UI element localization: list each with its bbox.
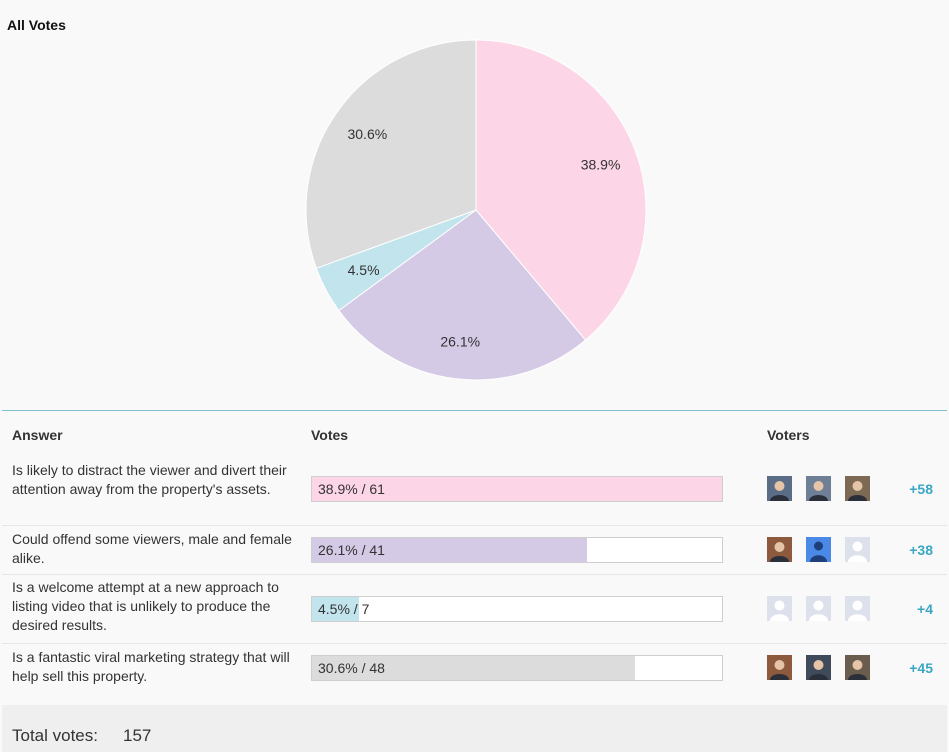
pie-slice[interactable] [475, 39, 647, 341]
answer-text: Could offend some viewers, male and fema… [12, 531, 292, 566]
vote-bar: 30.6% / 48 [311, 655, 723, 681]
pie-slice-label: 26.1% [440, 334, 480, 350]
more-voters-link[interactable]: +45 [909, 660, 933, 676]
pie-slice-label: 38.9% [581, 157, 621, 173]
total-votes-bar: Total votes: 157 [2, 705, 947, 752]
divider [2, 410, 947, 411]
vote-bar-fill [312, 477, 722, 501]
pie-slice-label: 4.5% [348, 262, 380, 278]
photo-avatar[interactable] [806, 655, 831, 680]
more-voters-link[interactable]: +38 [909, 542, 933, 558]
voters-header: Voters [767, 427, 810, 443]
results-table: Answer Votes Voters Is likely to distrac… [2, 411, 947, 706]
vote-bar-text: 38.9% / 61 [318, 481, 385, 497]
pie-slice[interactable] [305, 39, 477, 269]
photo-avatar[interactable] [767, 537, 792, 562]
placeholder-avatar[interactable] [845, 596, 870, 621]
placeholder-avatar[interactable] [845, 537, 870, 562]
vote-bar-text: 26.1% / 41 [318, 542, 385, 558]
photo-avatar[interactable] [845, 476, 870, 501]
answer-header: Answer [12, 427, 63, 443]
table-rows: Is likely to distract the viewer and div… [2, 459, 947, 706]
photo-avatar[interactable] [767, 655, 792, 680]
vote-bar-text: 30.6% / 48 [318, 660, 385, 676]
answer-text: Is a fantastic viral marketing strategy … [12, 649, 290, 684]
answer-text: Is likely to distract the viewer and div… [12, 462, 287, 497]
placeholder-avatar[interactable] [806, 596, 831, 621]
total-votes-value: 157 [123, 726, 152, 745]
vote-bar: 4.5% / 7 [311, 596, 723, 622]
votes-header: Votes [311, 427, 349, 443]
total-votes-label: Total votes: [12, 726, 98, 745]
vote-bar-fill [312, 597, 360, 621]
chart-title: All Votes [7, 17, 66, 33]
pie-slice-label: 30.6% [347, 126, 387, 142]
pie-chart: 38.9% 26.1% 4.5% 30.6% [305, 39, 647, 381]
placeholder-avatar[interactable] [767, 596, 792, 621]
pie-slice[interactable] [338, 209, 587, 381]
table-row: Is a welcome attempt at a new approach t… [2, 575, 947, 644]
table-row: Is a fantastic viral marketing strategy … [2, 644, 947, 706]
more-voters-link[interactable]: +4 [917, 601, 933, 617]
more-voters-link[interactable]: +58 [909, 481, 933, 497]
answer-text: Is a welcome attempt at a new approach t… [12, 579, 279, 633]
table-row: Could offend some viewers, male and fema… [2, 526, 947, 575]
vote-bar-fill [312, 656, 635, 680]
vote-bar: 26.1% / 41 [311, 537, 723, 563]
table-header: Answer Votes Voters [2, 411, 947, 459]
vote-bar: 38.9% / 61 [311, 476, 723, 502]
table-row: Is likely to distract the viewer and div… [2, 459, 947, 526]
vote-bar-text: 4.5% / 7 [318, 601, 370, 617]
vote-bar-fill [312, 538, 588, 562]
default-blue-avatar[interactable] [806, 537, 831, 562]
photo-avatar[interactable] [806, 476, 831, 501]
photo-avatar[interactable] [767, 476, 792, 501]
photo-avatar[interactable] [845, 655, 870, 680]
